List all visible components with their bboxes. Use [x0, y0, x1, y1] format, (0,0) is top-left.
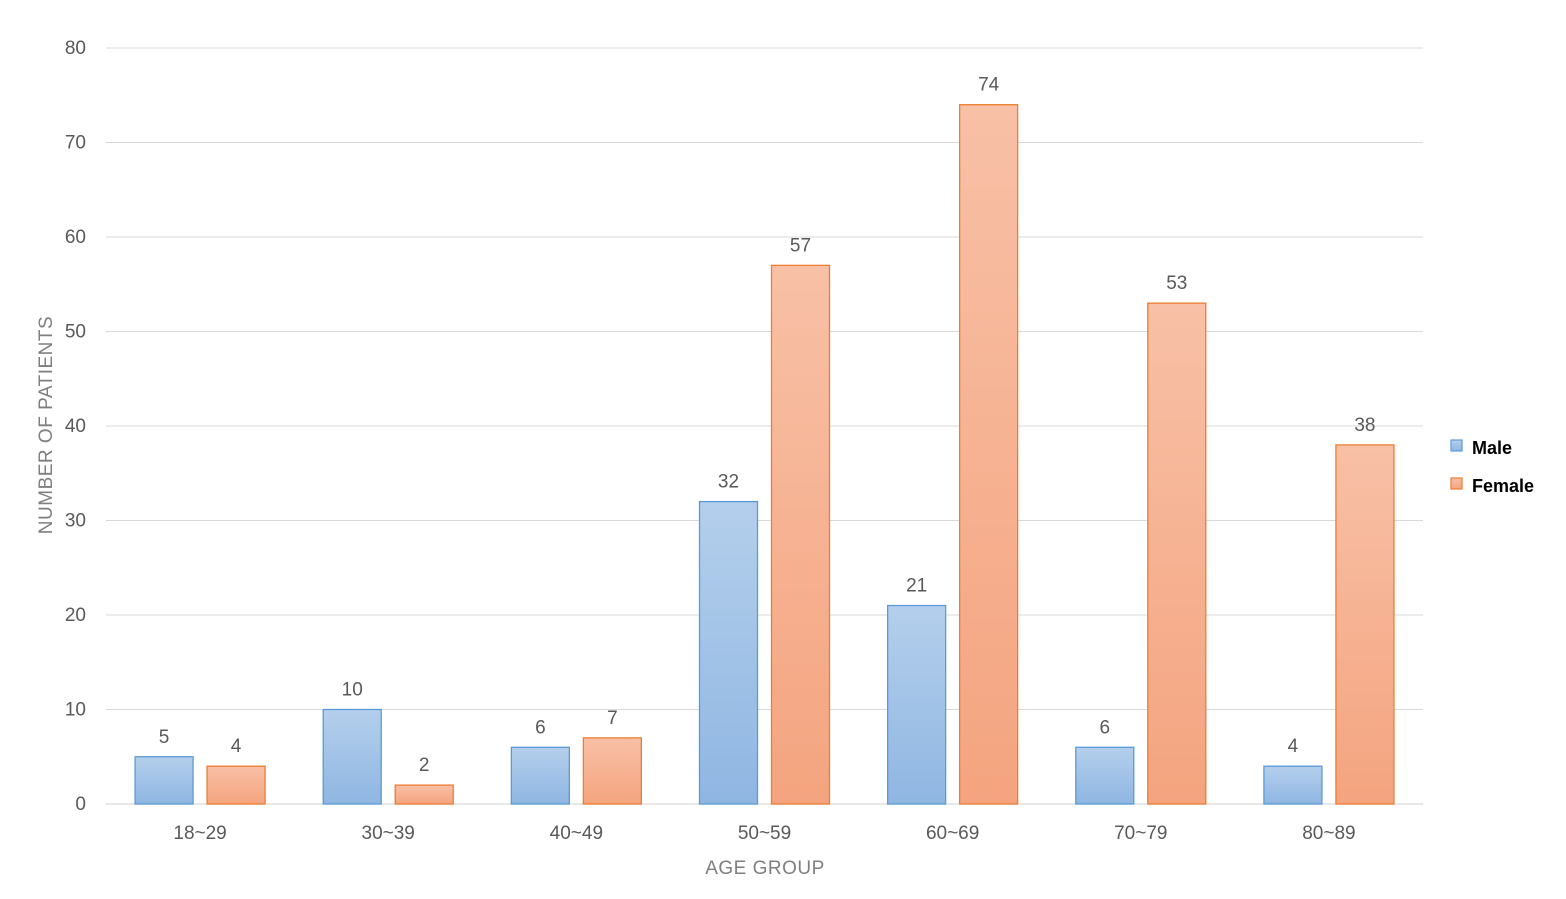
data-label: 4 — [1288, 736, 1299, 757]
data-label: 53 — [1166, 273, 1187, 294]
y-tick-label: 50 — [65, 322, 86, 343]
bar-male-40~49 — [510, 746, 571, 805]
y-axis-ticks: 0 10 20 30 40 50 60 70 80 — [65, 38, 86, 815]
legend-swatch-female — [1450, 477, 1463, 490]
y-tick-label: 70 — [65, 133, 86, 154]
bar-female-40~49 — [582, 737, 643, 805]
y-axis-title: NUMBER OF PATIENTS — [36, 316, 57, 534]
bar-male-50~59 — [698, 500, 759, 805]
bar-male-18~29 — [134, 756, 194, 805]
gridlines — [106, 47, 1423, 805]
data-label: 5 — [159, 727, 170, 748]
data-label: 7 — [607, 708, 618, 729]
legend: Male Female — [1450, 438, 1534, 496]
data-labels: 5 4 10 2 6 7 32 57 21 74 6 53 4 38 — [159, 75, 1376, 776]
x-axis-ticks: 18~29 30~39 40~49 50~59 60~69 70~79 80~89 — [173, 823, 1355, 844]
bar-female-50~59 — [770, 264, 831, 805]
data-label: 57 — [790, 235, 811, 256]
data-label: 6 — [535, 717, 546, 738]
x-axis-title: AGE GROUP — [705, 858, 825, 879]
data-label: 32 — [718, 472, 739, 493]
bar-male-80~89 — [1263, 765, 1323, 805]
data-label: 21 — [906, 576, 927, 597]
y-tick-label: 30 — [65, 511, 86, 532]
x-tick-label: 60~69 — [926, 823, 979, 844]
x-tick-label: 40~49 — [550, 823, 603, 844]
y-tick-label: 0 — [75, 794, 86, 815]
x-tick-label: 80~89 — [1302, 823, 1355, 844]
bar-female-80~89 — [1335, 444, 1395, 805]
x-tick-label: 30~39 — [362, 823, 415, 844]
data-label: 6 — [1099, 717, 1110, 738]
data-label: 38 — [1354, 415, 1375, 436]
legend-label-female: Female — [1472, 476, 1534, 496]
y-tick-label: 40 — [65, 416, 86, 437]
y-tick-label: 60 — [65, 227, 86, 248]
data-label: 10 — [342, 680, 363, 701]
bar-female-60~69 — [958, 104, 1019, 805]
legend-swatch-male — [1450, 439, 1463, 452]
bars — [134, 104, 1395, 805]
data-label: 2 — [419, 755, 430, 776]
bar-male-70~79 — [1075, 746, 1135, 805]
y-tick-label: 20 — [65, 605, 86, 626]
bar-male-30~39 — [322, 708, 382, 805]
bar-female-70~79 — [1147, 302, 1207, 805]
data-label: 4 — [231, 736, 242, 757]
x-tick-label: 70~79 — [1114, 823, 1167, 844]
bar-female-18~29 — [206, 765, 266, 805]
legend-label-male: Male — [1472, 438, 1512, 458]
x-tick-label: 50~59 — [738, 823, 791, 844]
bar-female-30~39 — [394, 784, 454, 805]
data-label: 74 — [978, 75, 1000, 96]
y-tick-label: 10 — [65, 700, 86, 721]
x-tick-label: 18~29 — [173, 823, 226, 844]
bar-male-60~69 — [886, 604, 947, 805]
y-tick-label: 80 — [65, 38, 86, 59]
